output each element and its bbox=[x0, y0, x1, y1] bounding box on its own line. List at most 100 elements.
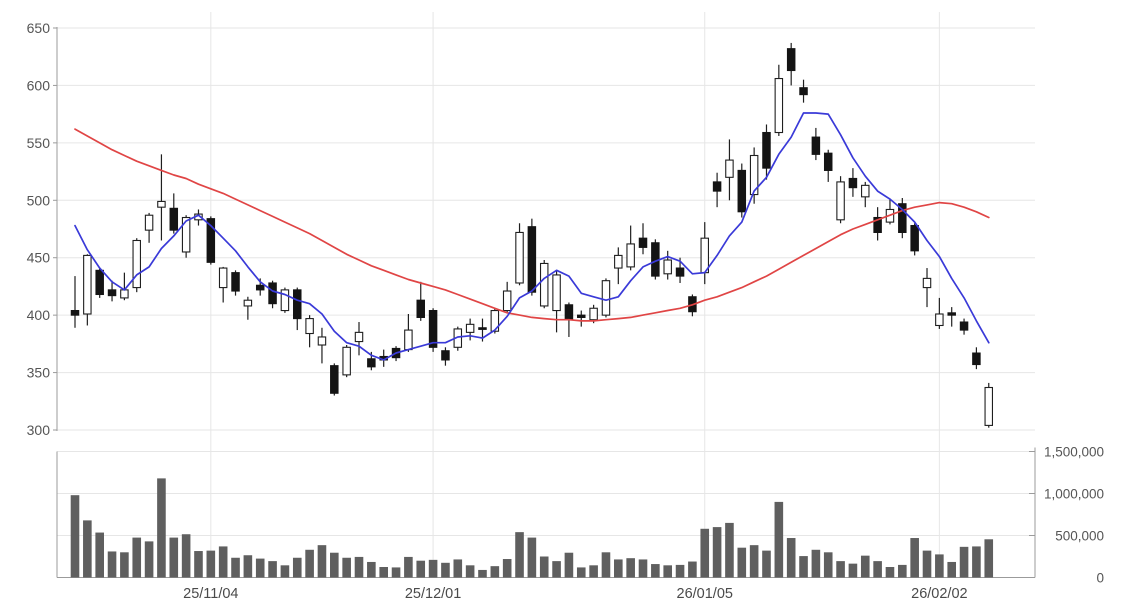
volume-bar bbox=[367, 561, 376, 578]
candle-body-down bbox=[206, 218, 216, 263]
volume-bar bbox=[95, 532, 104, 578]
volume-bars bbox=[70, 478, 994, 578]
volume-bar bbox=[428, 559, 438, 578]
volume-bar bbox=[330, 552, 339, 578]
volume-bar bbox=[749, 545, 759, 578]
candle-body-up bbox=[984, 386, 994, 426]
volume-axis-label: 500,000 bbox=[1055, 529, 1104, 544]
volume-bar bbox=[564, 552, 574, 578]
candle-body-up bbox=[157, 200, 166, 208]
volume-bar bbox=[576, 567, 586, 578]
volume-bar bbox=[552, 561, 561, 578]
candle-body-down bbox=[231, 272, 240, 292]
volume-bar bbox=[157, 478, 166, 578]
volume-bar bbox=[379, 567, 388, 578]
price-axis-label: 600 bbox=[27, 77, 51, 93]
date-axis-label: 26/02/02 bbox=[911, 586, 967, 602]
volume-axis-right: 1,500,000 1,000,000 500,000 0 bbox=[1029, 445, 1104, 586]
candle-body-up bbox=[700, 237, 709, 274]
volume-bar bbox=[391, 567, 401, 578]
volume-bar bbox=[626, 558, 635, 578]
volume-bar bbox=[83, 520, 92, 578]
candlesticks bbox=[70, 42, 994, 428]
volume-bar bbox=[737, 547, 747, 578]
price-axis-label: 650 bbox=[27, 20, 51, 36]
candle-body-down bbox=[527, 226, 537, 293]
candle-body-up bbox=[120, 289, 129, 299]
volume-bar bbox=[725, 522, 734, 578]
volume-bar bbox=[601, 552, 611, 578]
candle-body-up bbox=[181, 216, 191, 253]
candle-body-down bbox=[293, 289, 302, 320]
candle-body-up bbox=[144, 214, 154, 231]
candle-body-up bbox=[465, 323, 475, 333]
candle-body-up bbox=[749, 154, 759, 196]
volume-bar bbox=[589, 565, 598, 578]
volume-bar bbox=[404, 556, 413, 578]
volume-bar bbox=[527, 537, 537, 578]
candle-body-up bbox=[305, 318, 314, 335]
volume-bar bbox=[885, 567, 895, 578]
volume-bar bbox=[836, 561, 845, 578]
volume-bar bbox=[342, 557, 351, 578]
candle-body-down bbox=[712, 181, 722, 192]
candle-body-down bbox=[255, 284, 265, 291]
volume-bar bbox=[243, 555, 253, 578]
price-axis-label: 300 bbox=[27, 422, 51, 438]
candle-body-up bbox=[515, 231, 524, 284]
volume-axis-label: 1,000,000 bbox=[1044, 487, 1104, 502]
candle-body-down bbox=[959, 321, 969, 331]
volume-bar bbox=[984, 539, 994, 578]
volume-bar bbox=[181, 534, 191, 578]
candle-body-down bbox=[799, 87, 808, 96]
candle-body-down bbox=[675, 267, 685, 277]
volume-bar bbox=[935, 554, 944, 578]
candle-body-up bbox=[725, 159, 734, 178]
price-axis-label: 450 bbox=[27, 250, 51, 266]
volume-bar bbox=[502, 559, 512, 578]
candle-body-up bbox=[589, 307, 598, 321]
volume-bar bbox=[169, 537, 179, 578]
candle-body-down bbox=[638, 237, 648, 248]
candle-body-up bbox=[83, 254, 92, 315]
volume-bar bbox=[255, 558, 265, 578]
date-axis-labels: 25/11/04 25/12/01 26/01/05 26/02/02 bbox=[183, 586, 967, 602]
volume-bar bbox=[453, 559, 463, 578]
candle-body-down bbox=[330, 365, 339, 394]
candle-body-down bbox=[972, 352, 981, 366]
volume-bar bbox=[539, 556, 549, 578]
volume-gridlines bbox=[57, 451, 1035, 536]
volume-bar bbox=[206, 550, 216, 578]
volume-bar bbox=[441, 562, 450, 578]
candle-body-down bbox=[947, 312, 956, 316]
candle-body-down bbox=[762, 131, 771, 169]
volume-bar bbox=[465, 565, 475, 578]
candle-body-down bbox=[811, 136, 821, 155]
candle-body-down bbox=[478, 327, 487, 330]
volume-bar bbox=[922, 550, 932, 578]
candle-body-up bbox=[663, 259, 672, 275]
candle-body-down bbox=[786, 48, 796, 72]
volume-axis-label: 0 bbox=[1096, 571, 1104, 586]
volume-bar bbox=[873, 561, 882, 578]
candle-body-down bbox=[268, 282, 277, 305]
candle-body-up bbox=[614, 254, 623, 269]
price-axis-label: 500 bbox=[27, 192, 51, 208]
candle-body-up bbox=[539, 262, 549, 307]
volume-bar bbox=[972, 546, 981, 578]
volume-bar bbox=[132, 537, 142, 578]
date-axis-label: 25/12/01 bbox=[405, 586, 461, 602]
volume-bar bbox=[292, 557, 302, 578]
volume-bar bbox=[354, 556, 364, 578]
volume-axis-label: 1,500,000 bbox=[1044, 445, 1104, 460]
candle-body-down bbox=[95, 269, 104, 296]
candle-body-up bbox=[342, 346, 351, 376]
volume-bar bbox=[774, 501, 784, 578]
price-axis-label: 350 bbox=[27, 365, 51, 381]
volume-bar bbox=[305, 549, 314, 578]
volume-bar bbox=[663, 565, 673, 578]
volume-bar bbox=[898, 564, 907, 578]
candle-body-down bbox=[737, 169, 747, 213]
candle-body-up bbox=[354, 331, 364, 343]
